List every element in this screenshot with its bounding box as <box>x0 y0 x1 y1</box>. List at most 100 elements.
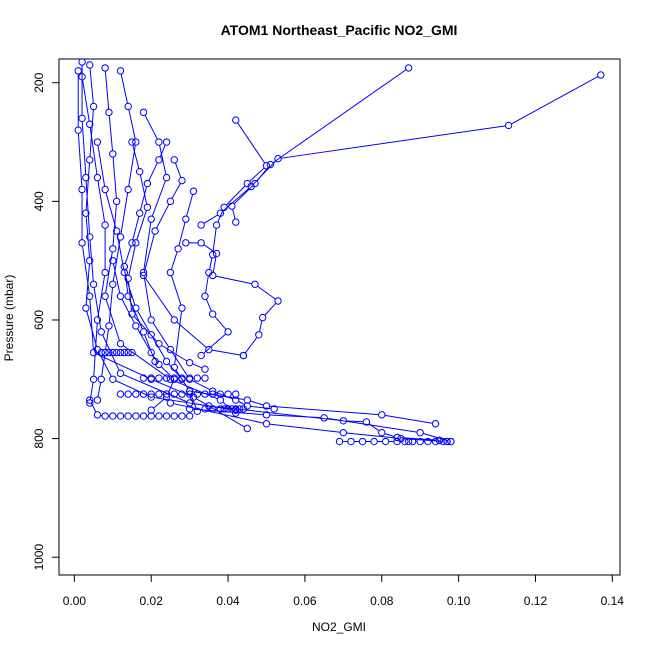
data-point <box>597 71 605 79</box>
data-point <box>97 375 105 383</box>
data-point <box>155 374 163 382</box>
series-line <box>90 402 187 417</box>
series <box>93 138 186 383</box>
data-point <box>258 313 267 322</box>
x-axis: 0.00 0.02 0.04 0.06 0.08 0.10 0.12 0.14 <box>63 574 624 608</box>
data-point <box>139 374 148 382</box>
data-point <box>201 365 209 373</box>
data-point <box>262 402 271 410</box>
data-point <box>424 437 432 446</box>
series <box>139 108 278 413</box>
data-point <box>132 412 140 420</box>
data-point <box>116 67 125 75</box>
series-line <box>81 65 233 411</box>
data-point <box>105 322 113 330</box>
data-point <box>116 369 125 378</box>
data-point <box>362 418 371 426</box>
data-point <box>401 437 409 446</box>
series <box>101 64 240 417</box>
data-point <box>178 375 186 383</box>
data-point <box>216 390 225 398</box>
series-line <box>143 114 272 410</box>
data-point <box>101 268 109 277</box>
data-point <box>120 348 129 357</box>
data-point <box>89 280 98 289</box>
series <box>197 116 271 360</box>
series-line <box>192 408 448 442</box>
data-point <box>128 239 136 247</box>
data-point <box>178 390 186 398</box>
series <box>166 187 202 415</box>
data-point <box>201 292 209 300</box>
data-point <box>205 345 213 354</box>
data-point <box>97 328 105 336</box>
data-point <box>209 271 217 280</box>
data-point <box>185 405 194 413</box>
data-point <box>86 61 94 69</box>
data-point <box>101 64 109 72</box>
data-point <box>209 251 217 259</box>
data-point <box>74 126 82 134</box>
x-tick-label: 0.02 <box>140 594 164 608</box>
data-point <box>170 156 178 164</box>
data-point <box>155 339 163 348</box>
data-point <box>78 58 86 66</box>
data-point <box>147 406 155 414</box>
data-point <box>93 316 102 324</box>
y-tick-label: 600 <box>32 310 46 330</box>
series <box>93 67 140 404</box>
data-point <box>232 390 240 398</box>
data-point <box>216 405 225 413</box>
data-point <box>101 221 109 229</box>
series <box>201 405 248 413</box>
data-point <box>101 185 109 194</box>
y-tick-label: 200 <box>32 72 46 92</box>
series <box>182 239 282 360</box>
data-point <box>89 348 98 357</box>
data-point <box>162 357 171 366</box>
data-point <box>504 121 513 130</box>
data-point <box>235 405 244 413</box>
data-point <box>185 390 194 398</box>
data-point <box>220 405 228 413</box>
data-point <box>443 437 451 446</box>
data-point <box>147 374 155 382</box>
data-point <box>155 156 163 164</box>
data-point <box>174 245 182 253</box>
data-point <box>416 437 424 446</box>
data-point <box>78 239 86 247</box>
data-point <box>132 138 140 146</box>
data-point <box>74 67 82 75</box>
data-point <box>178 176 186 185</box>
data-point <box>447 437 455 446</box>
data-point <box>166 197 175 206</box>
data-point <box>93 138 102 146</box>
data-point <box>86 256 94 265</box>
data-point <box>393 437 401 446</box>
data-point <box>109 412 117 420</box>
data-point <box>124 348 132 357</box>
series-line <box>97 73 136 397</box>
data-point <box>132 322 140 330</box>
data-point <box>216 209 225 217</box>
data-point <box>101 292 109 300</box>
data-point <box>116 412 125 420</box>
data-point <box>416 428 424 437</box>
data-point <box>128 348 136 357</box>
data-point <box>185 387 194 395</box>
data-point <box>339 428 348 437</box>
data-point <box>82 209 90 217</box>
data-point <box>86 396 94 404</box>
series-line <box>173 403 444 442</box>
data-point <box>93 396 102 404</box>
data-point <box>147 215 155 223</box>
data-point <box>251 179 259 188</box>
data-point <box>116 390 125 398</box>
data-point <box>178 304 186 312</box>
data-point <box>170 375 178 383</box>
data-point <box>151 357 159 366</box>
data-point <box>170 412 178 420</box>
data-point <box>209 310 217 318</box>
data-point <box>132 239 140 247</box>
data-point <box>381 437 390 446</box>
